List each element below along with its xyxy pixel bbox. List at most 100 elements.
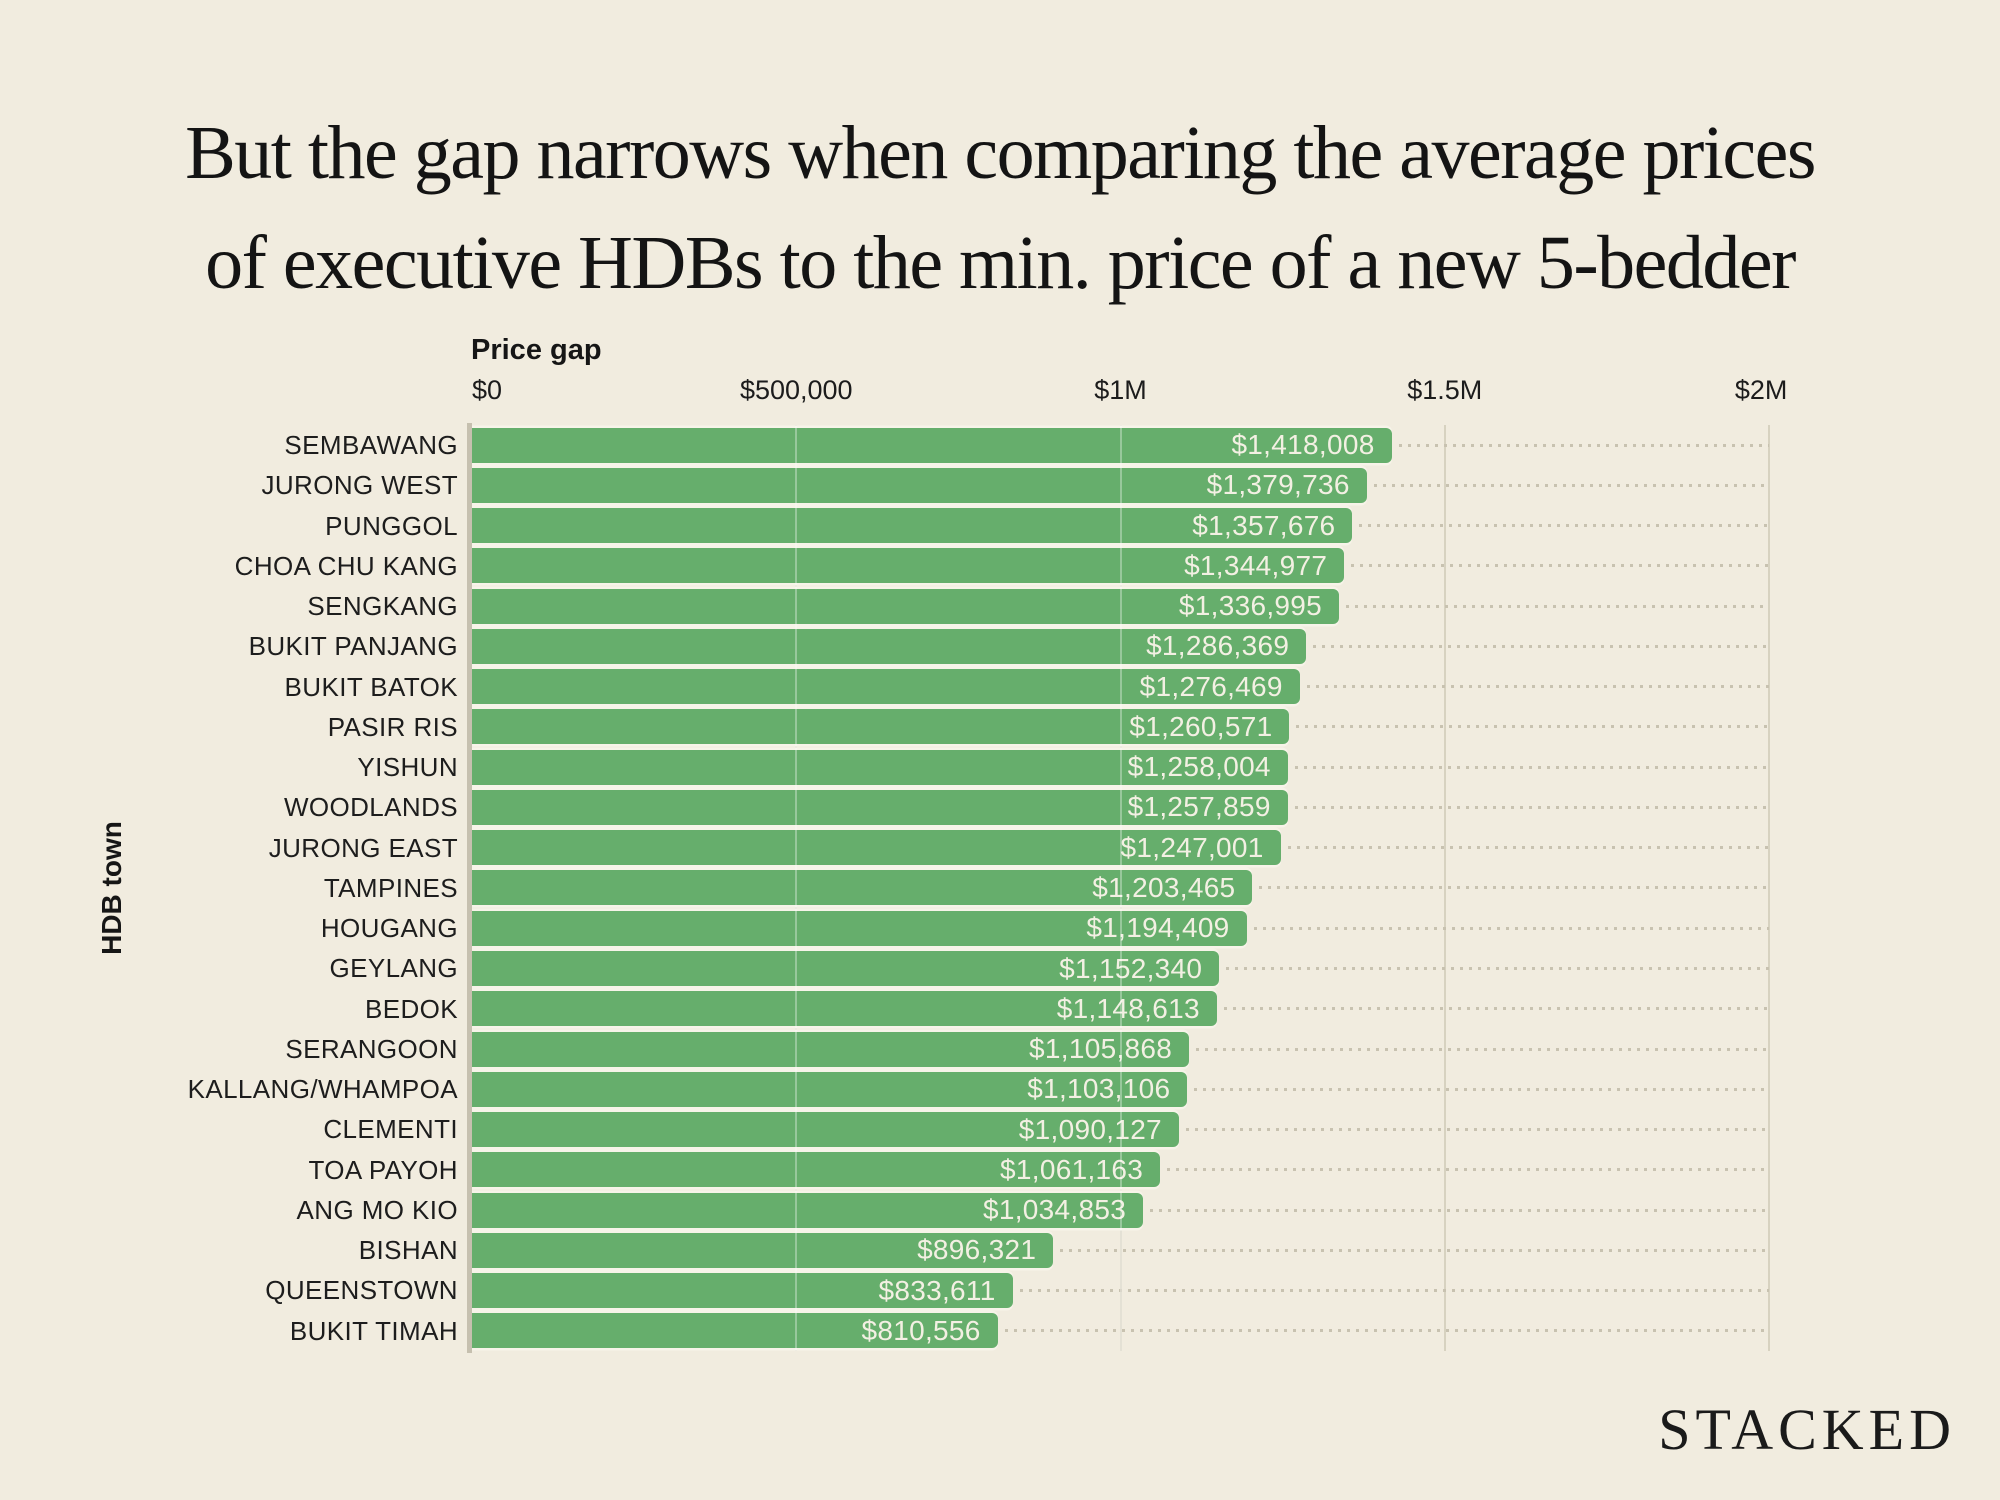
town-label: GEYLANG — [329, 953, 458, 984]
bar-row: BUKIT PANJANG $1,286,369 — [249, 626, 1769, 666]
dotted-leader — [1351, 564, 1769, 568]
bar: $1,336,995 — [472, 588, 1340, 624]
dotted-leader — [1373, 483, 1769, 487]
bar-row: WOODLANDS $1,257,859 — [284, 787, 1769, 827]
bar-row: CHOA CHU KANG $1,344,977 — [235, 546, 1769, 586]
bar-row: PUNGGOL $1,357,676 — [325, 506, 1769, 546]
bar-row: QUEENSTOWN $833,611 — [265, 1270, 1769, 1310]
bar-row: HOUGANG $1,194,409 — [321, 908, 1769, 948]
bar: $1,103,106 — [472, 1071, 1188, 1107]
bar: $896,321 — [472, 1232, 1054, 1268]
bar: $1,344,977 — [472, 548, 1345, 584]
dotted-leader — [1259, 886, 1769, 890]
bar-value-label: $1,194,409 — [1086, 912, 1230, 944]
bar-row: SENGKANG $1,336,995 — [307, 586, 1769, 626]
bar-value-label: $810,556 — [861, 1314, 981, 1346]
bar-row: BISHAN $896,321 — [359, 1230, 1769, 1270]
town-label: YISHUN — [357, 752, 458, 783]
bar-row: BUKIT TIMAH $810,556 — [290, 1311, 1769, 1351]
dotted-leader — [1019, 1289, 1769, 1293]
dotted-leader — [1296, 725, 1769, 729]
town-label: KALLANG/WHAMPOA — [187, 1074, 458, 1105]
bar: $1,276,469 — [472, 669, 1300, 705]
town-label: CLEMENTI — [323, 1114, 458, 1145]
bar-value-label: $1,152,340 — [1059, 952, 1203, 984]
town-label: JURONG WEST — [261, 470, 458, 501]
dotted-leader — [1313, 644, 1769, 648]
bar: $1,061,163 — [472, 1152, 1161, 1188]
bar-row: GEYLANG $1,152,340 — [329, 948, 1769, 988]
bar: $1,260,571 — [472, 709, 1290, 745]
bar-value-label: $1,061,163 — [1000, 1153, 1144, 1185]
town-label: PUNGGOL — [325, 510, 458, 541]
dotted-leader — [1167, 1168, 1769, 1172]
town-label: JURONG EAST — [268, 832, 458, 863]
bar: $810,556 — [472, 1313, 998, 1349]
bar-value-label: $1,379,736 — [1206, 469, 1350, 501]
bar-value-label: $1,090,127 — [1018, 1113, 1162, 1145]
town-label: SEMBAWANG — [284, 430, 458, 460]
bar: $1,257,859 — [472, 789, 1288, 825]
bar: $1,148,613 — [472, 991, 1217, 1027]
town-label: BUKIT TIMAH — [289, 1315, 458, 1346]
bar: $1,357,676 — [472, 508, 1353, 544]
bar-value-label: $1,258,004 — [1127, 751, 1271, 783]
y-axis-title: HDB town — [96, 821, 127, 955]
bar: $1,203,465 — [472, 870, 1253, 906]
dotted-leader — [1196, 1047, 1769, 1051]
x-axis-title: Price gap — [471, 334, 602, 366]
dotted-leader — [1150, 1208, 1769, 1212]
bar-value-label: $1,418,008 — [1231, 429, 1375, 461]
bar: $833,611 — [472, 1273, 1013, 1309]
bar-value-label: $1,286,369 — [1146, 630, 1290, 662]
dotted-leader — [1359, 524, 1769, 528]
bar: $1,105,868 — [472, 1031, 1190, 1067]
x-gridline-overlay — [1119, 425, 1122, 1351]
bar-row: SEMBAWANG $1,418,008 — [284, 425, 1769, 465]
dotted-leader — [1346, 604, 1769, 608]
brand-logo: STACKED — [1658, 1397, 1956, 1462]
x-gridline — [1768, 425, 1770, 1351]
bar-value-label: $896,321 — [917, 1234, 1037, 1266]
town-label: WOODLANDS — [283, 792, 458, 823]
town-label: QUEENSTOWN — [265, 1275, 458, 1306]
town-label: HOUGANG — [320, 913, 458, 944]
bar-row: BEDOK $1,148,613 — [365, 989, 1769, 1029]
town-label: BUKIT PANJANG — [248, 631, 458, 662]
x-tick-label: $0 — [472, 375, 503, 405]
bar: $1,258,004 — [472, 749, 1288, 785]
bar-value-label: $1,276,469 — [1139, 670, 1283, 702]
dotted-leader — [1253, 926, 1769, 930]
x-tick-label: $1.5M — [1407, 375, 1483, 405]
bar-value-label: $1,344,977 — [1184, 549, 1328, 581]
bar-row: PASIR RIS $1,260,571 — [328, 707, 1769, 747]
bar-row: TAMPINES $1,203,465 — [324, 868, 1769, 908]
town-label: PASIR RIS — [327, 711, 458, 742]
town-label: SENGKANG — [307, 591, 458, 622]
x-tick-label: $2M — [1734, 375, 1788, 405]
bar: $1,152,340 — [472, 951, 1220, 987]
town-label: TAMPINES — [323, 872, 458, 903]
bar: $1,379,736 — [472, 467, 1367, 503]
dotted-leader — [1398, 443, 1769, 447]
bar-value-label: $1,357,676 — [1192, 509, 1336, 541]
x-tick-label: $1M — [1094, 375, 1147, 405]
bar: $1,286,369 — [472, 628, 1307, 664]
bar-value-label: $1,260,571 — [1129, 710, 1273, 742]
bar: $1,418,008 — [472, 427, 1392, 463]
bar-row: YISHUN $1,258,004 — [357, 747, 1769, 787]
bar-value-label: $1,203,465 — [1092, 871, 1236, 903]
dotted-leader — [1226, 967, 1769, 971]
bar-value-label: $833,611 — [878, 1274, 996, 1306]
dotted-leader — [1004, 1329, 1769, 1333]
town-label: BUKIT BATOK — [284, 671, 458, 702]
bar-value-label: $1,336,995 — [1178, 590, 1323, 622]
bar: $1,090,127 — [472, 1112, 1179, 1148]
bar-row: SERANGOON $1,105,868 — [285, 1029, 1769, 1069]
y-axis-line — [467, 423, 472, 1353]
dotted-leader — [1294, 805, 1769, 809]
town-label: TOA PAYOH — [308, 1154, 458, 1185]
town-label: ANG MO KIO — [296, 1194, 458, 1225]
dotted-leader — [1294, 765, 1769, 769]
